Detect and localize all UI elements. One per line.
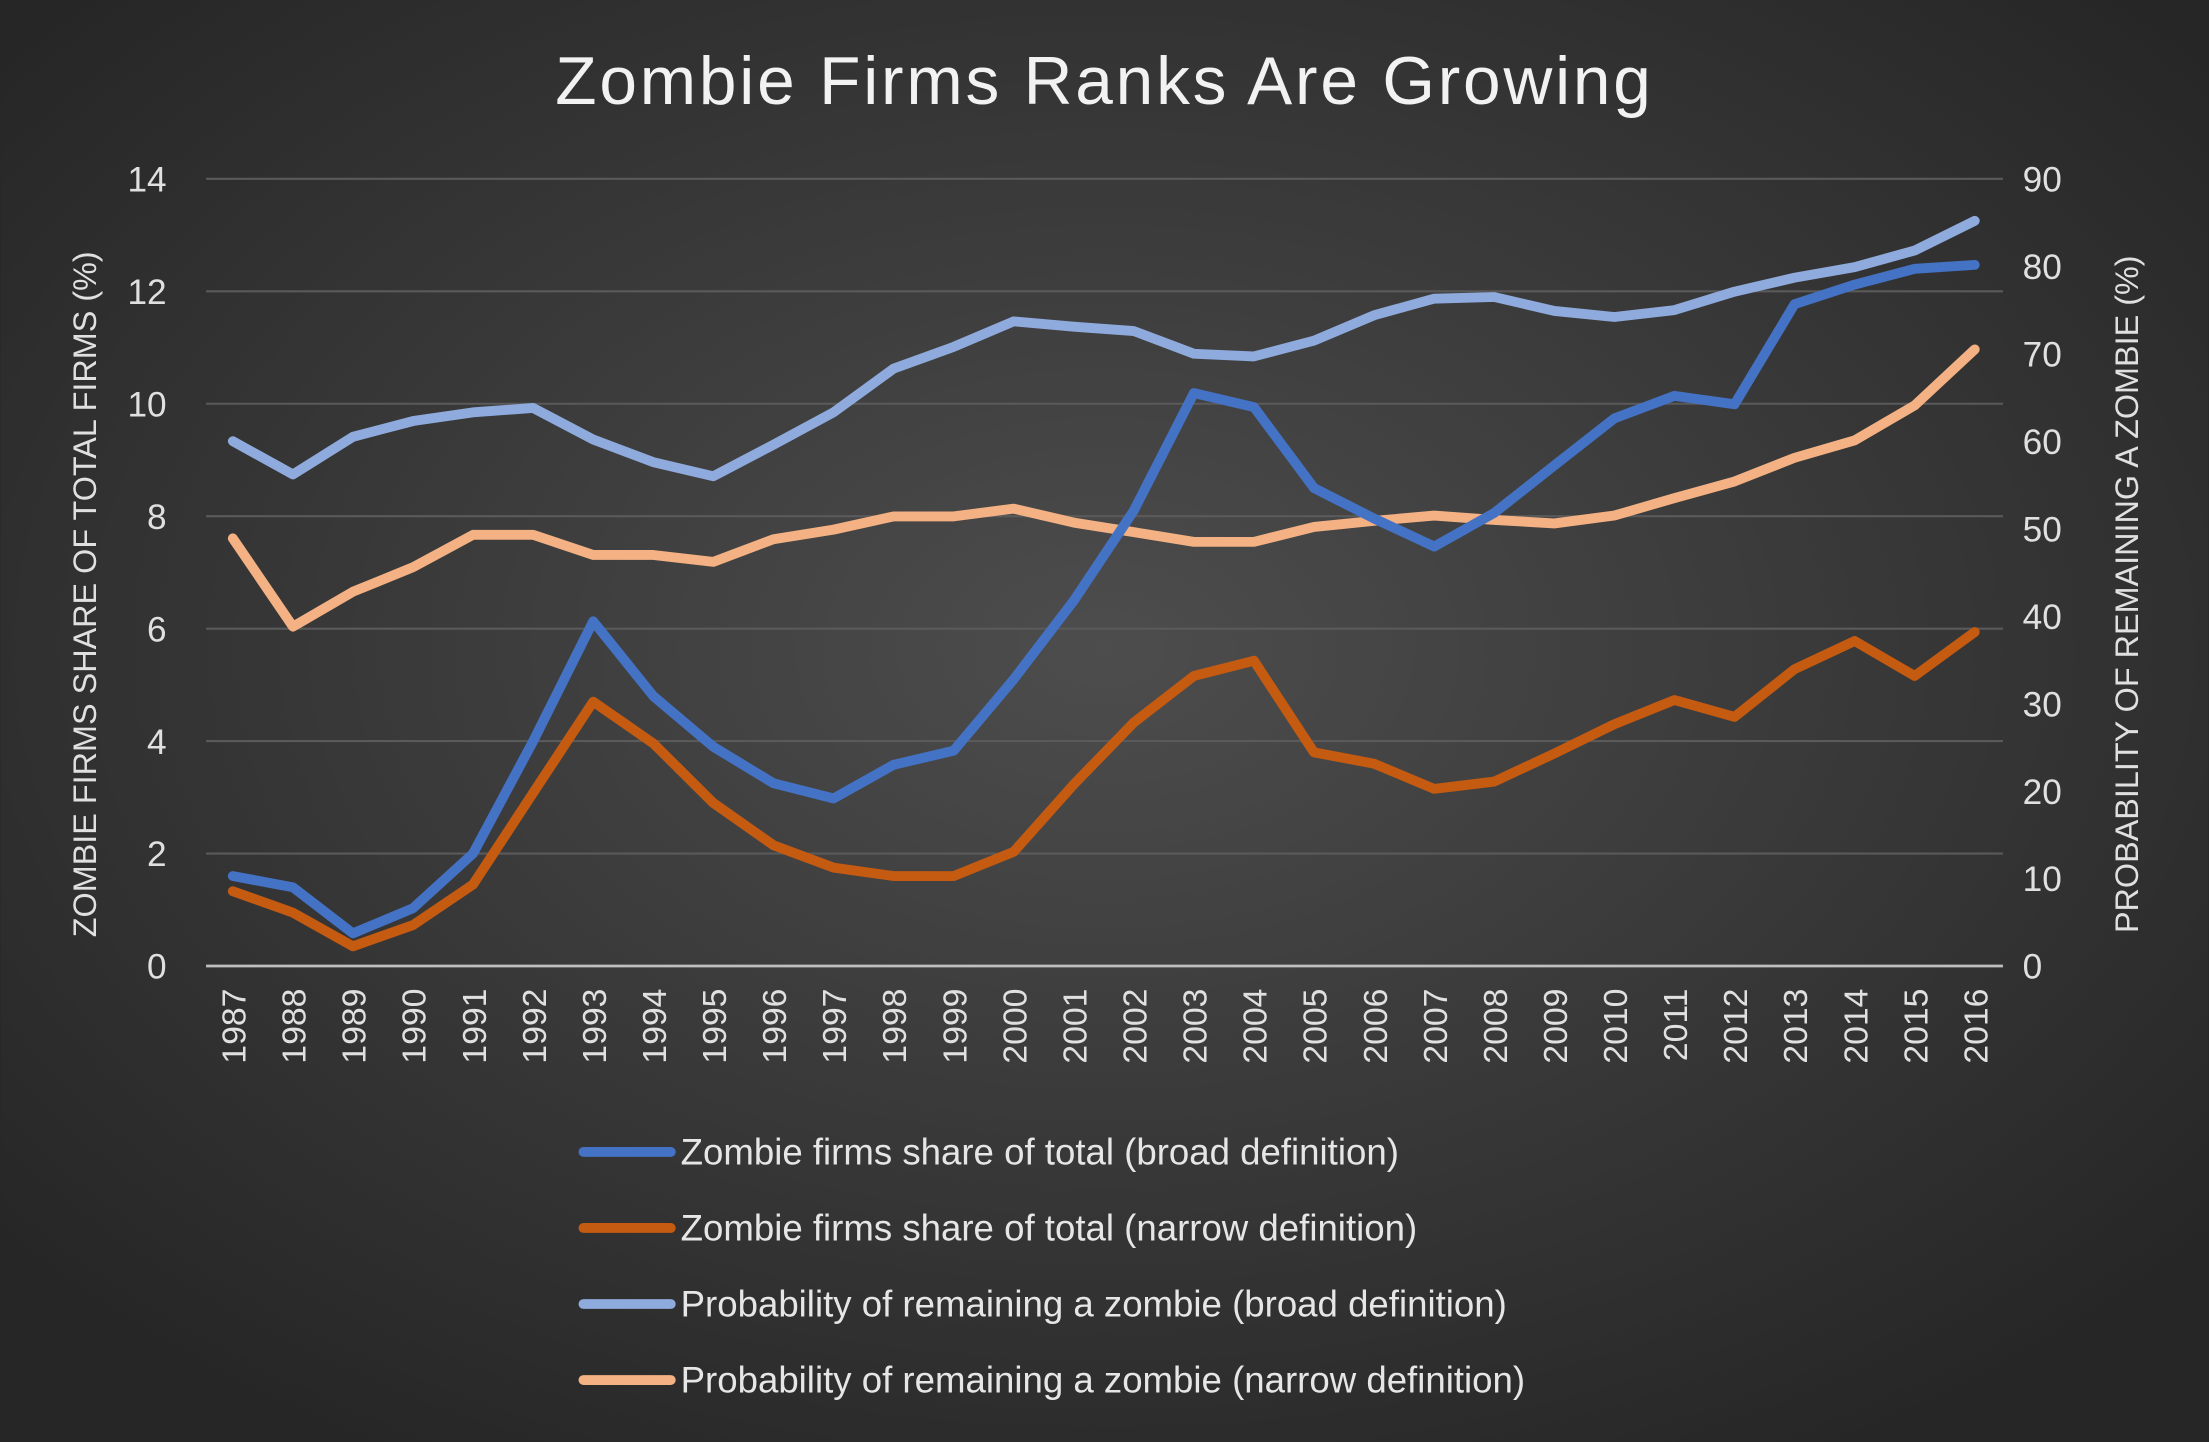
legend-label: Zombie firms share of total (broad defin… xyxy=(681,1132,1399,1173)
y2-tick-label: 10 xyxy=(2023,860,2062,899)
y-tick-label: 2 xyxy=(147,835,167,874)
y-tick-label: 12 xyxy=(127,273,166,312)
x-tick-label: 2016 xyxy=(1957,989,1995,1064)
y2-tick-label: 20 xyxy=(2023,773,2062,812)
x-tick-label: 1997 xyxy=(816,989,854,1064)
x-tick-label: 2013 xyxy=(1777,989,1815,1064)
x-tick-label: 1993 xyxy=(576,989,614,1064)
x-tick-label: 1988 xyxy=(276,989,314,1064)
y-tick-label: 4 xyxy=(147,723,167,762)
x-tick-label: 2004 xyxy=(1237,989,1275,1064)
legend: Zombie firms share of total (broad defin… xyxy=(578,1132,1525,1401)
x-tick-label: 2015 xyxy=(1897,989,1935,1064)
series-line-1 xyxy=(227,627,1980,952)
y-tick-label: 8 xyxy=(147,498,167,537)
x-tick-label: 1987 xyxy=(215,989,253,1064)
x-tick-label: 2000 xyxy=(996,989,1034,1064)
legend-item: Probability of remaining a zombie (narro… xyxy=(578,1360,1525,1401)
y2-tick-label: 40 xyxy=(2023,598,2062,637)
y2-axis-label: PROBABILITY OF REMAINING A ZOMBIE (%) xyxy=(2109,255,2145,933)
legend-item: Zombie firms share of total (broad defin… xyxy=(578,1132,1399,1173)
y2-tick-label: 80 xyxy=(2023,248,2062,287)
series-line-0 xyxy=(227,259,1980,939)
y2-tick-label: 50 xyxy=(2023,510,2062,549)
series-line-3 xyxy=(227,344,1980,632)
y-tick-label: 14 xyxy=(127,161,166,200)
x-tick-label: 1989 xyxy=(336,989,374,1064)
y-tick-label: 10 xyxy=(127,385,166,424)
legend-item: Zombie firms share of total (narrow defi… xyxy=(578,1208,1418,1249)
x-tick-label: 2005 xyxy=(1297,989,1335,1064)
x-tick-label: 1991 xyxy=(456,989,494,1064)
y2-tick-label: 60 xyxy=(2023,423,2062,462)
y2-tick-label: 30 xyxy=(2023,685,2062,724)
x-tick-label: 2014 xyxy=(1837,989,1875,1064)
x-tick-label: 1990 xyxy=(396,989,434,1064)
x-tick-label: 2001 xyxy=(1056,989,1094,1064)
x-tick-label: 2011 xyxy=(1657,989,1695,1062)
y2-tick-label: 70 xyxy=(2023,335,2062,374)
x-tick-label: 1999 xyxy=(936,989,974,1064)
chart-title: Zombie Firms Ranks Are Growing xyxy=(555,44,1653,119)
y2-ticks: 0 10 20 30 40 50 60 70 80 90 xyxy=(2023,161,2062,987)
x-tick-label: 1998 xyxy=(876,989,914,1064)
x-tick-label: 2009 xyxy=(1537,989,1575,1064)
x-tick-label: 2007 xyxy=(1417,989,1455,1064)
y-axis-label: ZOMBIE FIRMS SHARE OF TOTAL FIRMS (%) xyxy=(67,251,103,937)
x-tick-label: 1992 xyxy=(516,989,554,1064)
x-tick-label: 1996 xyxy=(756,989,794,1064)
legend-label: Probability of remaining a zombie (broad… xyxy=(681,1284,1507,1325)
x-tick-label: 2008 xyxy=(1477,989,1515,1064)
y-ticks: 0 2 4 6 8 10 12 14 xyxy=(127,161,166,987)
x-tick-label: 1995 xyxy=(696,989,734,1064)
gridlines xyxy=(206,177,2003,968)
series-line-2 xyxy=(227,215,1980,482)
y2-tick-label: 90 xyxy=(2023,161,2062,200)
x-ticks: 1987 1988 1989 1990 1991 1992 1993 1994 1995 1996… xyxy=(215,989,1995,1064)
y-tick-label: 6 xyxy=(147,610,167,649)
legend-item: Probability of remaining a zombie (broad… xyxy=(578,1284,1507,1325)
series-lines xyxy=(227,215,1980,952)
legend-label: Probability of remaining a zombie (narro… xyxy=(681,1360,1525,1401)
x-tick-label: 2006 xyxy=(1357,989,1395,1064)
x-tick-label: 2010 xyxy=(1597,989,1635,1064)
x-tick-label: 2003 xyxy=(1177,989,1215,1064)
y2-tick-label: 0 xyxy=(2023,948,2043,987)
x-tick-label: 1994 xyxy=(636,989,674,1064)
y-tick-label: 0 xyxy=(147,948,167,987)
x-tick-label: 2002 xyxy=(1117,989,1155,1064)
x-tick-label: 2012 xyxy=(1717,989,1755,1064)
legend-label: Zombie firms share of total (narrow defi… xyxy=(681,1208,1418,1249)
